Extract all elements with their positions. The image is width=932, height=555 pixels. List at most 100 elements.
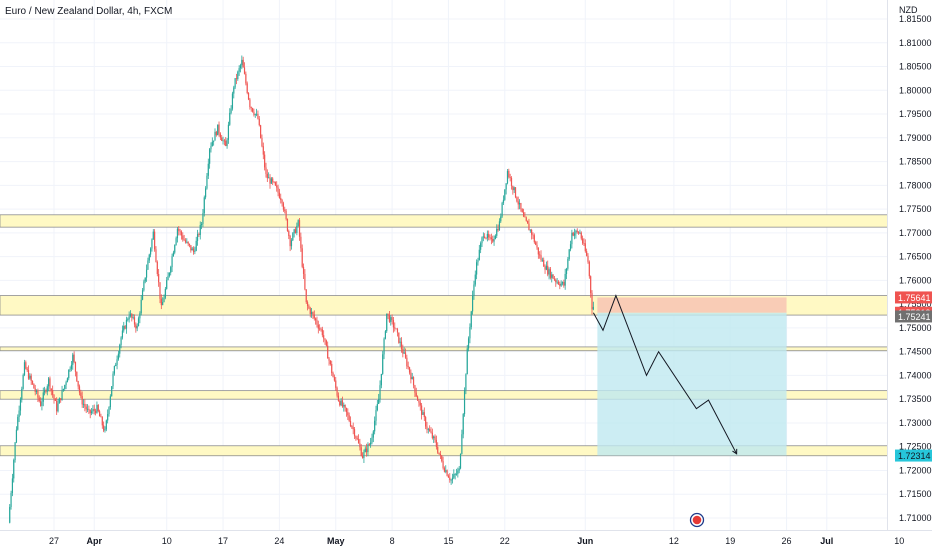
- candle: [512, 185, 514, 195]
- candle: [565, 267, 568, 280]
- candle: [304, 269, 306, 291]
- candle: [247, 92, 250, 101]
- candle: [309, 306, 311, 318]
- x-tick-label: Jul: [820, 536, 833, 546]
- candle: [372, 430, 374, 443]
- x-tick-label: 12: [669, 536, 679, 546]
- projection-line[interactable]: [592, 294, 738, 455]
- candle: [532, 232, 534, 240]
- candle: [276, 181, 278, 192]
- candle: [453, 469, 455, 480]
- candle: [474, 270, 476, 287]
- candle: [324, 338, 326, 345]
- candle: [250, 106, 252, 112]
- candle: [231, 91, 234, 111]
- candle: [52, 385, 54, 398]
- candle: [132, 314, 134, 320]
- candle: [517, 196, 519, 210]
- candle: [38, 395, 40, 403]
- candle: [194, 246, 196, 255]
- candle: [488, 230, 490, 241]
- candle: [411, 372, 413, 380]
- candle: [15, 426, 18, 444]
- candle: [359, 438, 361, 451]
- candle: [46, 384, 48, 396]
- candle: [30, 373, 32, 385]
- take-profit-area[interactable]: [597, 312, 787, 456]
- candle: [586, 248, 588, 257]
- candle: [361, 452, 364, 459]
- candle: [469, 323, 471, 344]
- price-tag-current: 1.75241: [895, 310, 932, 323]
- event-marker-icon[interactable]: [689, 512, 705, 528]
- candle: [261, 134, 263, 148]
- x-tick-label: 17: [218, 536, 228, 546]
- candle: [590, 275, 592, 298]
- candle: [158, 268, 160, 287]
- candle: [547, 260, 549, 277]
- candle: [11, 473, 14, 497]
- candle: [65, 380, 67, 390]
- candle: [45, 388, 47, 394]
- candle: [516, 196, 518, 203]
- arrow-head-icon: [732, 448, 738, 455]
- candle: [408, 366, 411, 375]
- candle: [311, 308, 313, 318]
- y-tick-label: 1.77000: [899, 228, 932, 238]
- candle: [86, 404, 89, 413]
- short-position-tool[interactable]: [597, 297, 787, 456]
- candle: [520, 202, 522, 212]
- candle: [313, 310, 315, 321]
- resistance-zone[interactable]: [0, 214, 889, 228]
- x-tick-label: 24: [274, 536, 284, 546]
- candle: [223, 138, 225, 146]
- candle: [496, 224, 498, 239]
- candle: [42, 387, 44, 407]
- y-tick-label: 1.72000: [899, 465, 932, 475]
- candle: [101, 416, 103, 429]
- stop-loss-area[interactable]: [597, 297, 787, 313]
- x-tick-label: May: [327, 536, 345, 546]
- x-tick-label: 10: [162, 536, 172, 546]
- candle: [493, 235, 495, 246]
- candle: [34, 384, 36, 396]
- candle: [320, 327, 322, 332]
- candle: [404, 348, 407, 359]
- candle: [341, 396, 344, 408]
- y-axis-ticks: 1.81500 1.81000 1.80500 1.80000 1.79500 1.790…: [899, 14, 932, 523]
- candle: [49, 376, 51, 392]
- candle: [347, 408, 349, 421]
- candle: [345, 407, 348, 417]
- candle: [133, 314, 136, 328]
- candle: [344, 404, 346, 412]
- x-axis-ticks: 27 Apr 10 17 24 May 8 15 22 Jun 12 19 26 Jul 10: [49, 536, 904, 546]
- candle: [494, 234, 497, 240]
- candle: [438, 452, 440, 455]
- candle: [68, 369, 70, 381]
- projection-path[interactable]: [592, 294, 738, 455]
- candle: [156, 260, 158, 277]
- candle: [427, 427, 429, 434]
- candle: [349, 416, 352, 428]
- candle: [233, 85, 235, 99]
- candle: [378, 393, 380, 405]
- candle: [473, 280, 475, 300]
- candle: [434, 434, 436, 443]
- candle: [268, 172, 270, 179]
- candle: [316, 316, 318, 328]
- y-tick-label: 1.73000: [899, 418, 932, 428]
- currency-label: NZD: [899, 5, 918, 15]
- candle: [391, 314, 393, 325]
- candle: [366, 443, 368, 457]
- candle: [69, 366, 71, 372]
- candle: [44, 386, 46, 396]
- candle: [433, 435, 435, 443]
- candle: [553, 276, 556, 282]
- candle: [477, 257, 479, 266]
- candle: [278, 188, 280, 199]
- candle: [260, 124, 262, 139]
